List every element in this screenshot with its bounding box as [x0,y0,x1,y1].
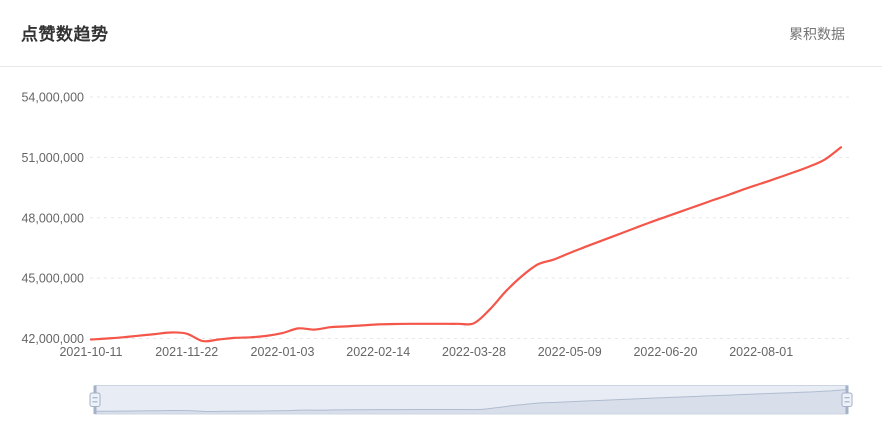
x-axis-label: 2022-03-28 [442,345,506,359]
datazoom-data-shadow [95,389,847,414]
x-axis-label: 2022-02-14 [346,345,410,359]
y-axis-label: 54,000,000 [21,91,84,105]
y-axis-label: 51,000,000 [21,151,84,165]
x-axis-label: 2022-01-03 [251,345,315,359]
x-axis-label: 2022-08-01 [729,345,793,359]
card-header: 点赞数趋势 累积数据 [0,0,882,67]
trend-line [89,146,843,343]
x-axis-label: 2021-11-22 [155,345,218,359]
datazoom-handle-right[interactable] [841,385,853,415]
data-mode-label: 累积数据 [789,26,845,42]
y-axis-label: 42,000,000 [21,332,84,346]
datazoom-handle-left-grip[interactable] [89,392,101,407]
x-axis-label: 2022-05-09 [538,345,602,359]
datazoom-slider[interactable] [89,385,853,415]
datazoom-handle-right-grip[interactable] [841,392,853,407]
y-axis-label: 45,000,000 [21,272,84,286]
x-axis-label: 2022-06-20 [633,345,697,359]
datazoom-handle-left[interactable] [89,385,101,415]
x-axis-label: 2021-10-11 [59,345,122,359]
card-title: 点赞数趋势 [21,25,109,44]
y-axis-label: 48,000,000 [21,211,84,225]
datazoom-data-shadow-line [94,389,848,413]
